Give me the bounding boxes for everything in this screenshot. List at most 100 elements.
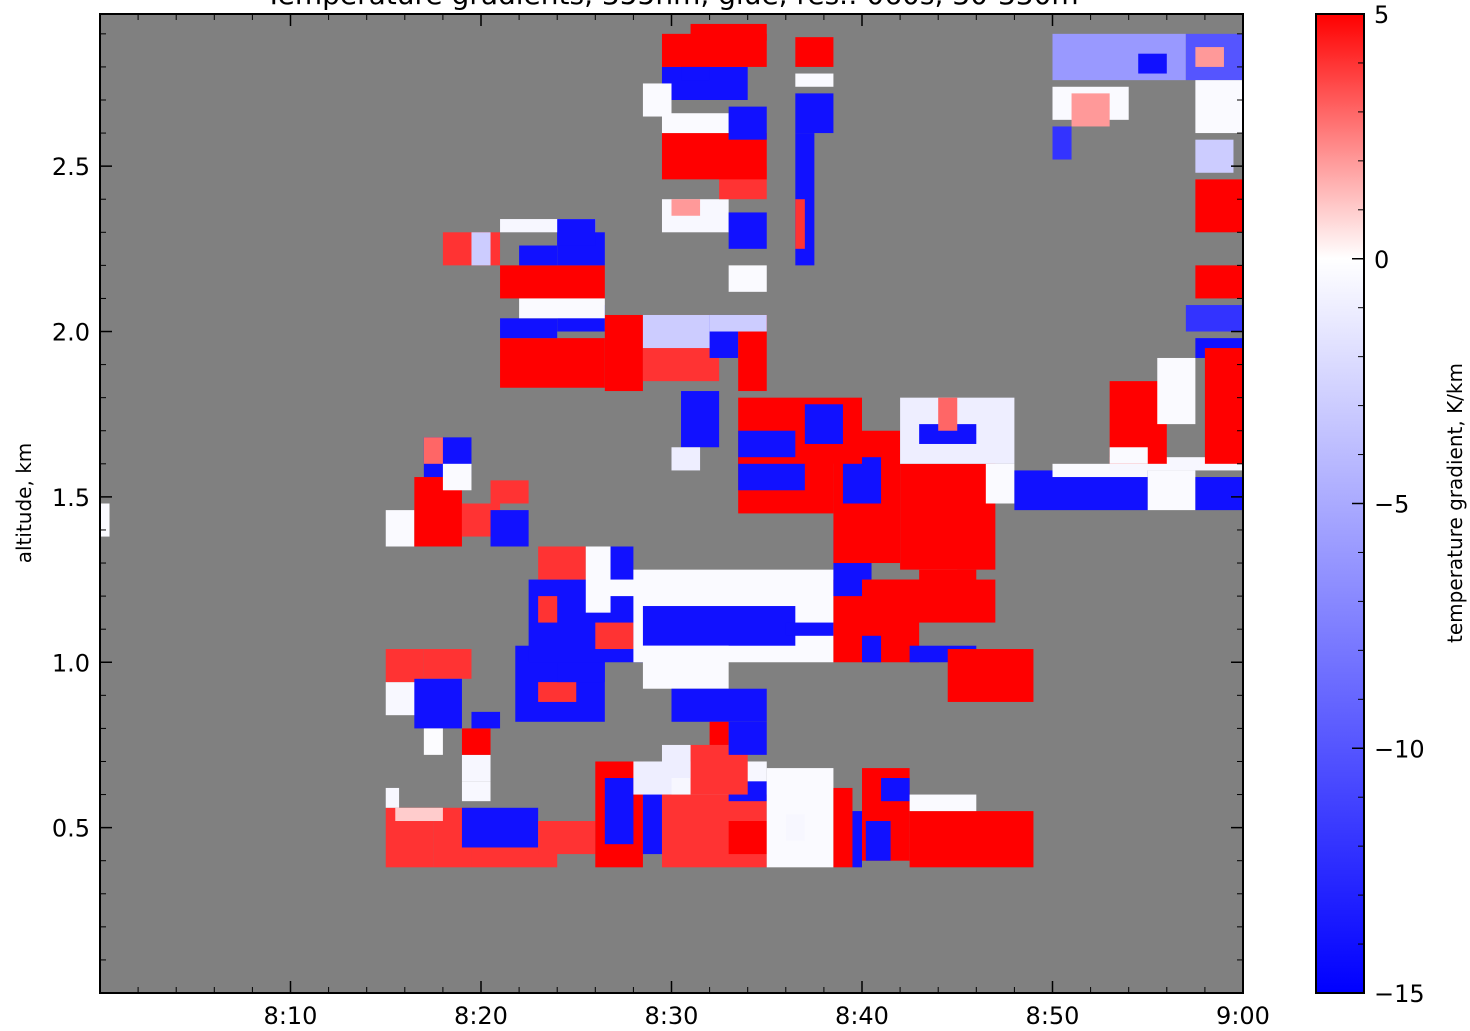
heatmap-cell <box>661 744 691 779</box>
x-tick-label: 8:30 <box>645 1002 699 1030</box>
heatmap-cell <box>557 219 596 246</box>
heatmap-cell <box>919 569 977 597</box>
heatmap-cell <box>728 721 767 755</box>
heatmap-cell <box>728 212 767 249</box>
heatmap-cell <box>671 688 767 722</box>
heatmap-cell <box>671 199 701 216</box>
heatmap-cell <box>461 807 539 848</box>
heatmap-cell <box>642 83 672 117</box>
heatmap-cell <box>395 807 443 822</box>
heatmap-cell <box>385 787 400 808</box>
heatmap-cell <box>865 821 891 861</box>
heatmap-cell <box>500 338 605 388</box>
heatmap-cell <box>100 503 110 537</box>
heatmap-cell <box>661 133 767 180</box>
heatmap-cell <box>681 391 720 448</box>
heatmap-cells <box>100 23 1243 868</box>
heatmap-cell <box>690 23 767 41</box>
heatmap-cell <box>1052 126 1072 160</box>
x-tick-label: 9:00 <box>1216 1002 1270 1030</box>
heatmap-cell <box>610 546 634 580</box>
heatmap-cell <box>1195 47 1224 67</box>
heatmap-cell <box>795 199 805 249</box>
colorbar-label: temperature gradient, K/km <box>1443 363 1467 643</box>
heatmap-cell <box>804 404 843 444</box>
heatmap-cell <box>909 811 1034 868</box>
heatmap-cell <box>442 463 472 491</box>
x-axis: 8:10 8:20 8:30 8:40 8:50 9:00 <box>137 14 1270 1030</box>
heatmap-cell <box>709 721 729 745</box>
heatmap-cell <box>604 778 634 845</box>
chart-title: Temperature gradients, 355nm, glue, res.… <box>264 0 1078 11</box>
heatmap-cell <box>881 778 910 802</box>
heatmap-cell <box>833 787 853 868</box>
heatmap-cell <box>661 113 729 134</box>
x-tick-label: 8:50 <box>1026 1002 1080 1030</box>
y-tick-label: 2.0 <box>52 319 90 347</box>
heatmap-cell <box>500 265 605 299</box>
heatmap-cell <box>795 73 834 87</box>
heatmap-cell <box>671 447 701 471</box>
y-tick-label: 1.5 <box>52 484 90 512</box>
heatmap-cell <box>1195 179 1243 233</box>
colorbar-tick-label: 0 <box>1374 246 1389 274</box>
heatmap-cell <box>471 232 491 266</box>
heatmap-cell <box>642 645 729 689</box>
colorbar-tick-label: −15 <box>1374 980 1425 1008</box>
heatmap-cell <box>1204 348 1243 464</box>
heatmap-cell <box>938 397 958 431</box>
heatmap-cell <box>423 728 443 755</box>
heatmap-cell <box>785 814 805 841</box>
heatmap-cell <box>461 781 491 802</box>
x-tick-label: 8:40 <box>835 1002 889 1030</box>
heatmap-cell <box>461 728 491 755</box>
heatmap-cell <box>1109 447 1148 464</box>
heatmap-cell <box>1195 80 1243 134</box>
heatmap-cell <box>842 457 882 504</box>
heatmap-cell <box>1147 470 1196 511</box>
heatmap-cell <box>538 682 577 702</box>
heatmap-cell <box>414 678 462 729</box>
heatmap-cell <box>852 811 862 868</box>
heatmap-cell <box>490 510 529 547</box>
y-axis-label: altitude, km <box>12 443 36 564</box>
heatmap-cell <box>500 318 558 339</box>
heatmap-cell <box>785 622 834 636</box>
heatmap-cell <box>795 37 834 67</box>
colorbar-tick-label: 5 <box>1374 1 1389 29</box>
heatmap-cell <box>1138 53 1167 74</box>
heatmap-cell <box>595 622 634 650</box>
heatmap-cell <box>1195 477 1243 511</box>
heatmap-cell <box>385 510 415 547</box>
heatmap-cell <box>985 463 1015 504</box>
y-tick-label: 2.5 <box>52 153 90 181</box>
colorbar-tick-label: −5 <box>1374 491 1409 519</box>
heatmap-cell <box>538 596 558 623</box>
heatmap-cell <box>604 314 643 392</box>
colorbar-axis: 5 0 −5 −10 −15 <box>1352 1 1425 1008</box>
heatmap-cell <box>423 649 472 679</box>
heatmap-cell <box>538 821 596 855</box>
heatmap-cell <box>442 232 501 266</box>
heatmap-cell <box>728 265 767 292</box>
heatmap-cell <box>471 847 558 868</box>
heatmap-cell <box>947 649 1034 702</box>
heatmap-cell <box>642 314 720 349</box>
heatmap-cell <box>1195 139 1234 173</box>
heatmap-cell <box>1185 305 1243 332</box>
heatmap-cell <box>471 711 501 729</box>
heatmap-cell <box>461 754 491 782</box>
heatmap-cell <box>919 424 977 444</box>
heatmap-cell <box>738 430 796 458</box>
heatmap-cell <box>728 106 767 140</box>
heatmap-cell <box>385 649 424 683</box>
heatmap-cell <box>1157 357 1196 425</box>
heatmap-cell <box>728 821 767 855</box>
y-axis: 0.5 1.0 1.5 2.0 2.5 <box>52 33 1243 961</box>
heatmap-cell <box>862 635 882 663</box>
y-tick-label: 0.5 <box>52 815 90 843</box>
heatmap-cell <box>423 437 443 464</box>
heatmap-cell <box>1071 93 1110 127</box>
heatmap-cell <box>795 93 834 134</box>
